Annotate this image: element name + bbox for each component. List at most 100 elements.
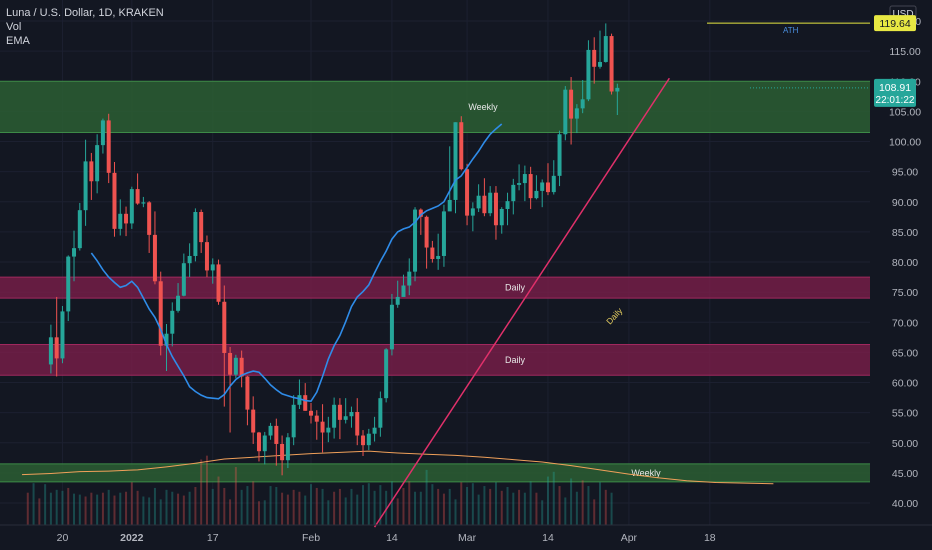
candle-body — [204, 242, 209, 271]
candle — [569, 77, 574, 145]
candle-body — [89, 161, 94, 182]
price-tick-label: 65.00 — [892, 347, 918, 359]
candle — [233, 354, 238, 379]
volume-bar — [200, 459, 203, 525]
volume-bar — [292, 489, 295, 525]
price-tick-label: 55.00 — [892, 408, 918, 420]
candle — [488, 186, 493, 217]
candle — [505, 192, 510, 226]
time-tick-label: Apr — [621, 532, 638, 544]
candle-body — [66, 256, 71, 312]
volume-bar — [67, 487, 70, 525]
candle — [355, 398, 360, 446]
candle — [280, 435, 285, 476]
price-tick-label: 75.00 — [892, 287, 918, 299]
price-tick-label: 90.00 — [892, 197, 918, 209]
zone-label: Daily — [505, 355, 526, 365]
candle-body — [355, 412, 360, 436]
symbol-title[interactable]: Luna / U.S. Dollar, 1D, KRAKEN — [6, 7, 164, 19]
candle-body — [470, 208, 475, 216]
volume-bar — [500, 490, 503, 525]
candle-body — [505, 201, 510, 209]
price-tick-label: 70.00 — [892, 317, 918, 329]
zone-label: Daily — [505, 283, 526, 293]
candle-body — [592, 49, 597, 67]
candle-body — [245, 376, 250, 410]
candle — [129, 186, 134, 229]
candle — [152, 211, 157, 285]
candle-body — [60, 311, 65, 359]
candle — [158, 271, 163, 356]
volume-bar — [246, 486, 249, 525]
volume-bar — [49, 492, 52, 525]
candle-body — [314, 415, 319, 422]
candle-body — [395, 296, 400, 305]
candle — [314, 410, 319, 440]
volume-bar — [171, 491, 174, 525]
candle — [210, 258, 215, 284]
volume-bar — [466, 487, 469, 525]
volume-bar — [362, 485, 365, 525]
candle-body — [216, 264, 221, 302]
ath-price-tag — [874, 15, 916, 32]
price-tick-label: 105.00 — [889, 106, 921, 118]
volume-bar — [217, 476, 220, 525]
volume-bar — [385, 490, 388, 525]
volume-bar — [356, 494, 359, 525]
candle-body — [95, 145, 100, 182]
candle-body — [384, 349, 389, 399]
candle-body — [343, 416, 348, 420]
candle-body — [262, 435, 267, 452]
candle — [413, 207, 418, 282]
candle-body — [193, 211, 198, 256]
candle-body — [580, 99, 585, 109]
candle — [176, 283, 181, 313]
candle-body — [598, 61, 602, 67]
trendline[interactable] — [373, 77, 670, 528]
candle — [245, 375, 250, 426]
volume-bar — [252, 481, 255, 525]
indicator-volume-label[interactable]: Vol — [6, 21, 22, 33]
price-tick-label: 50.00 — [892, 438, 918, 450]
volume-bar — [373, 490, 376, 525]
volume-bar — [494, 482, 497, 525]
candle — [441, 204, 446, 267]
candle-body — [100, 120, 105, 146]
candle — [303, 383, 308, 411]
candle-body — [164, 333, 169, 346]
candle — [511, 178, 516, 215]
candle-body — [141, 202, 146, 204]
volume-bar — [350, 488, 353, 525]
candle-body — [540, 182, 545, 191]
volume-bar — [454, 499, 457, 525]
candle — [609, 33, 614, 95]
volume-bar — [379, 485, 382, 525]
candle-body — [551, 175, 556, 193]
candle-body — [603, 36, 608, 62]
candle — [83, 139, 88, 226]
price-tick-label: 60.00 — [892, 378, 918, 390]
volume-bar — [73, 493, 76, 525]
candle — [106, 113, 111, 184]
candle-body — [112, 172, 117, 229]
candle-body — [83, 161, 88, 211]
time-tick-label: 2022 — [120, 532, 144, 544]
volume-bar — [442, 493, 445, 525]
weekly-zone — [0, 81, 870, 133]
candle-body — [210, 264, 215, 271]
volume-bar — [286, 494, 289, 525]
candle-body — [48, 337, 53, 365]
candle — [459, 116, 464, 171]
candle — [72, 230, 77, 282]
candle — [586, 40, 591, 102]
candle — [251, 396, 256, 444]
time-tick-label: 20 — [57, 532, 69, 544]
candle-body — [465, 169, 470, 216]
candle-body — [158, 281, 163, 346]
candle-body — [563, 89, 568, 135]
indicator-ema-label[interactable]: EMA — [6, 35, 30, 47]
candle-body — [54, 337, 59, 359]
volume-bar — [275, 487, 278, 525]
candle — [297, 379, 302, 410]
